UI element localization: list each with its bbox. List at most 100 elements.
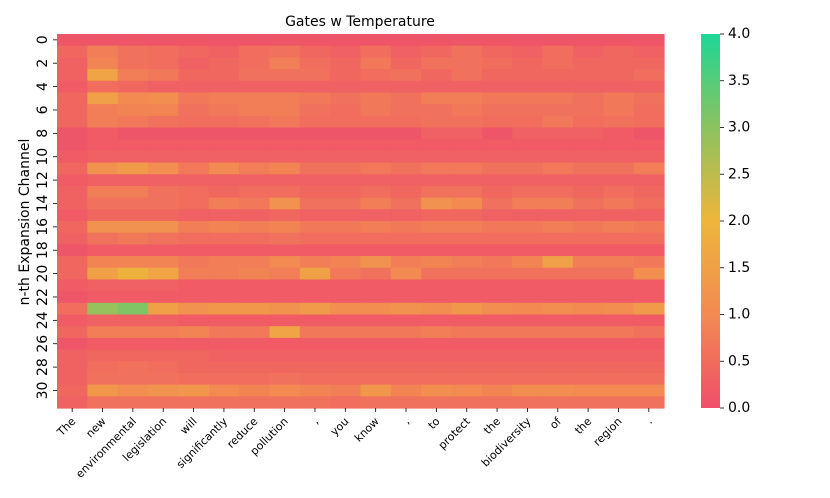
heatmap-cell	[178, 127, 210, 140]
heatmap-cell	[239, 244, 271, 257]
heatmap-cell	[421, 45, 453, 58]
heatmap-cell	[603, 267, 635, 281]
heatmap-cell	[330, 291, 362, 304]
heatmap-cell	[633, 34, 665, 47]
x-tick-label: will	[178, 415, 200, 437]
heatmap-cell	[572, 396, 604, 409]
heatmap-cell	[269, 337, 301, 351]
heatmap-cell	[421, 80, 453, 94]
heatmap-cell	[57, 337, 88, 351]
y-tick-label: 24	[35, 311, 51, 329]
heatmap-cell	[330, 337, 362, 351]
y-axis-label: n-th Expansion Channel	[17, 139, 33, 306]
heatmap-cell	[451, 150, 483, 164]
heatmap-cell	[117, 396, 149, 409]
heatmap-cell	[542, 139, 574, 152]
heatmap-cell	[451, 302, 483, 316]
heatmap-cell	[299, 162, 331, 175]
heatmap-cell	[360, 209, 392, 222]
heatmap-cell	[299, 279, 331, 292]
heatmap-cell	[57, 396, 88, 409]
x-tick-label: protect	[436, 414, 474, 452]
heatmap-cell	[299, 185, 331, 199]
heatmap-cell	[542, 314, 574, 327]
heatmap-cell	[542, 115, 574, 129]
heatmap-cell	[148, 302, 179, 316]
heatmap-cell	[633, 92, 665, 105]
heatmap-cell	[117, 256, 149, 269]
heatmap-cell	[117, 361, 149, 374]
heatmap-cell	[633, 127, 665, 140]
heatmap-cell	[481, 256, 513, 269]
x-tick-label: ,	[400, 415, 412, 427]
heatmap-cell	[421, 279, 453, 292]
heatmap-cell	[633, 150, 665, 164]
colorbar-tick-label: 2.5	[728, 166, 750, 182]
heatmap-cell	[269, 185, 301, 199]
y-tick-label: 12	[35, 171, 51, 189]
heatmap-cell	[421, 384, 453, 397]
heatmap-cell	[603, 384, 635, 397]
colorbar-ticks: 0.0 0.5 1.0 1.5 2.0 2.5 3.0 3.5 4.0	[720, 26, 750, 416]
y-tick-label: 2	[35, 59, 51, 68]
heatmap-cell	[633, 80, 665, 94]
heatmap-cell	[330, 384, 362, 397]
heatmap-cell	[117, 92, 149, 105]
heatmap-cell	[57, 384, 88, 397]
heatmap-cell	[451, 221, 483, 234]
heatmap-cell	[542, 174, 574, 187]
heatmap-cell	[633, 185, 665, 199]
heatmap-cell	[239, 291, 271, 304]
heatmap-cell	[208, 361, 240, 374]
heatmap-cell	[269, 104, 301, 117]
heatmap-cell	[390, 279, 422, 292]
heatmap-cell	[269, 69, 301, 82]
heatmap-cell	[542, 185, 574, 199]
heatmap-cell	[360, 115, 392, 129]
heatmap-cell	[390, 267, 422, 281]
heatmap-cell	[208, 279, 240, 292]
heatmap-cell	[512, 127, 544, 140]
heatmap-cells	[57, 34, 665, 409]
heatmap-cell	[633, 267, 665, 281]
colorbar-tick-label: 3.0	[728, 120, 750, 136]
heatmap-cell	[360, 279, 392, 292]
heatmap-cell	[208, 139, 240, 152]
heatmap-cell	[421, 361, 453, 374]
heatmap-cell	[603, 57, 635, 70]
heatmap-cell	[603, 92, 635, 105]
heatmap-cell	[330, 150, 362, 164]
heatmap-cell	[239, 69, 271, 82]
heatmap-cell	[330, 256, 362, 269]
heatmap-cell	[572, 337, 604, 351]
heatmap-cell	[299, 384, 331, 397]
heatmap-cell	[117, 372, 149, 386]
heatmap-cell	[57, 57, 88, 70]
heatmap-cell	[239, 127, 271, 140]
heatmap-cell	[330, 396, 362, 409]
heatmap-cell	[633, 314, 665, 327]
heatmap-cell	[360, 92, 392, 105]
heatmap-cell	[512, 326, 544, 339]
y-tick-label: 28	[35, 358, 51, 376]
heatmap-cell	[421, 326, 453, 339]
heatmap-cell	[330, 349, 362, 362]
heatmap-cell	[603, 127, 635, 140]
heatmap-cell	[451, 104, 483, 117]
y-tick-label: 6	[35, 105, 51, 114]
heatmap-cell	[269, 115, 301, 129]
heatmap-cell	[330, 139, 362, 152]
heatmap-cell	[633, 326, 665, 339]
heatmap-cell	[299, 45, 331, 58]
heatmap-cell	[421, 34, 453, 47]
heatmap-cell	[390, 139, 422, 152]
heatmap-cell	[421, 92, 453, 105]
heatmap-cell	[603, 256, 635, 269]
heatmap-cell	[117, 384, 149, 397]
heatmap-cell	[360, 232, 392, 245]
heatmap-cell	[633, 337, 665, 351]
heatmap-cell	[208, 34, 240, 47]
heatmap-cell	[481, 197, 513, 210]
heatmap-cell	[360, 150, 392, 164]
